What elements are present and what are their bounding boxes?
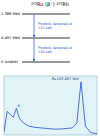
plot-area (4, 82, 97, 134)
peak-label: Ru103 497 keV (52, 77, 80, 81)
energy-level (22, 14, 70, 15)
plot-frame (4, 76, 97, 135)
transition-label: Photons detected at110 keV (38, 46, 73, 54)
level-label: 0.497 MeV (1, 36, 21, 40)
transition-arrow (34, 39, 35, 61)
transition-arrow (34, 15, 35, 37)
peak-label: X (17, 104, 20, 108)
energy-level (22, 62, 70, 63)
diagram-title: ¹⁰³Ru (β⁻) ¹⁰³Rh (31, 1, 69, 8)
label-line: 137 keV (38, 26, 52, 30)
transition-label: Photons detected at137 keV (38, 22, 73, 30)
label-line: 110 keV (38, 50, 52, 54)
level-label: 1.388 MeV (1, 12, 21, 16)
figure: ¹⁰³Ru (β⁻) ¹⁰³Rh 1.388 MeV 0.497 MeV 0 (sta… (0, 0, 100, 139)
level-label: 0 (stable) (1, 60, 19, 64)
spectrum-line (4, 82, 97, 134)
energy-level (22, 38, 70, 39)
